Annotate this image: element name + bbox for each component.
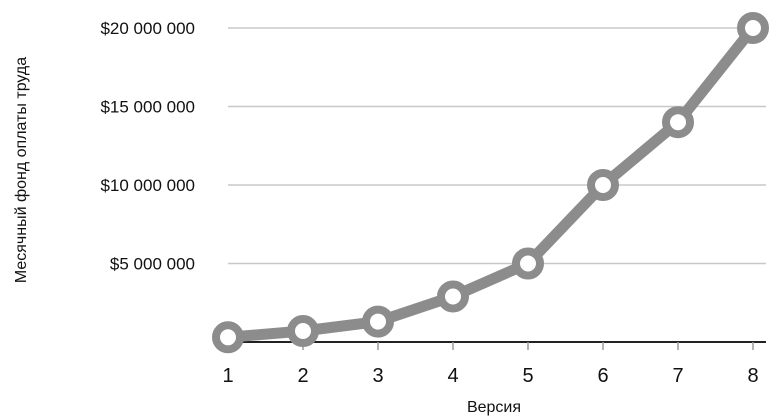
y-tick-labels: $5 000 000 $10 000 000 $15 000 000 $20 000 … [100,19,195,274]
series-line [222,22,759,343]
x-tick-label: 3 [372,365,383,387]
x-tick-label: 7 [672,365,683,387]
x-tick-label: 2 [297,365,308,387]
y-axis-label: Месячный фонд оплаты труда [13,57,30,283]
y-tick-label: $15 000 000 [100,98,195,117]
x-tick-label: 1 [222,365,233,387]
y-tick-label: $10 000 000 [100,176,195,195]
data-point [737,12,769,44]
y-tick-label: $20 000 000 [100,19,195,38]
data-point [287,315,319,348]
data-point [212,321,244,354]
x-tick-labels: 1 2 3 4 5 6 7 8 [222,342,759,387]
data-point [662,106,694,139]
x-tick-label: 8 [747,365,758,387]
x-tick-label: 5 [522,365,533,387]
data-series [212,12,769,354]
gridlines [228,27,766,265]
data-point [362,305,394,338]
data-point [512,247,544,280]
x-axis-label: Версия [467,399,521,416]
data-point [437,280,469,313]
y-tick-label: $5 000 000 [110,255,195,274]
data-point [587,169,619,201]
x-tick-label: 4 [447,365,458,387]
x-tick-label: 6 [597,365,608,387]
